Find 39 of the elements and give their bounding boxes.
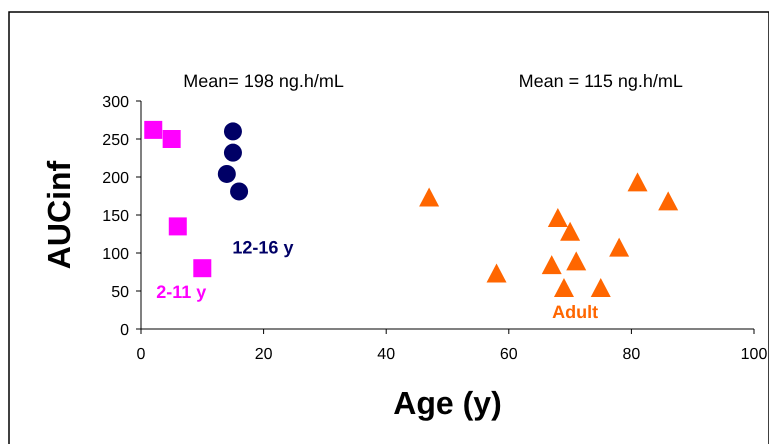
series-label: Adult [552,302,598,322]
y-tick-label: 300 [102,94,130,111]
point [218,164,236,183]
point [628,172,648,192]
y-tick-label: 250 [102,132,130,149]
text: Mean= 198 ng.h/mL [183,71,344,91]
point [542,255,562,274]
y-axis-title: AUCinf [41,160,77,270]
point [224,144,242,162]
point [566,251,586,270]
y-tick-label: 200 [102,170,130,187]
point [554,278,574,297]
y-tick-label: 50 [111,284,130,301]
point [560,222,580,241]
x-tick-label: 100 [740,346,768,363]
x-tick-label: 80 [622,346,640,363]
point [144,120,162,139]
point [486,264,507,283]
text: 12-16 y [232,237,294,258]
point [590,278,611,297]
point [230,182,248,200]
series-label: 2-11 y [156,282,206,302]
y-tick-label: 150 [102,208,130,225]
point [224,122,242,140]
point [193,259,212,278]
point [168,217,187,236]
x-axis-title: Age (y) [393,385,502,421]
y-tick-label: 100 [102,246,130,263]
point [548,208,568,228]
x-tick-label: 20 [254,346,273,363]
x-tick-label: 60 [500,346,518,363]
point [658,191,678,210]
point [162,130,181,148]
point [419,188,440,207]
x-tick-label: 40 [377,346,396,363]
text: Mean = 115 ng.h/mL [518,71,683,91]
x-tick-label: 0 [136,346,146,363]
point [609,238,630,257]
y-tick-label: 0 [120,322,130,339]
